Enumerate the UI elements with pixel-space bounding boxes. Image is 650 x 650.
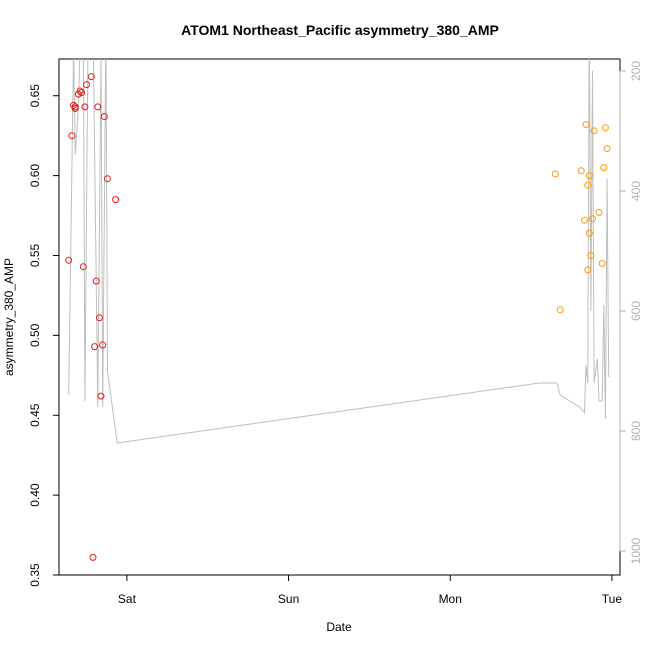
series-1-point — [87, 73, 95, 81]
x-tick-label: Sun — [278, 592, 299, 606]
y-tick-label: 0.45 — [28, 403, 42, 427]
series-1-point — [79, 263, 87, 271]
y2-tick-label: 600 — [629, 301, 643, 321]
series-2-point — [595, 208, 603, 216]
series-1-point — [83, 81, 90, 89]
series-1-point — [91, 343, 99, 351]
y-tick-label: 0.55 — [28, 243, 42, 267]
series-1-point — [68, 132, 76, 140]
series-1-point — [100, 113, 108, 120]
series-1-point — [65, 256, 73, 264]
series-1-point — [97, 392, 105, 400]
x-tick-label: Sat — [118, 592, 137, 606]
y-axis-label: asymmetry_380_AMP — [2, 258, 16, 376]
y2-axis: 200 400 600 800 1000 — [619, 61, 643, 564]
x-tick-label: Mon — [439, 592, 462, 606]
series-1-point — [78, 89, 86, 96]
series-2-point — [589, 215, 596, 223]
series-1-point — [71, 105, 79, 112]
series-2-point — [603, 145, 611, 152]
y-tick-label: 0.40 — [28, 483, 42, 507]
depth-line-layer — [68, 59, 610, 444]
series-2-point — [600, 164, 608, 172]
series-1-point — [92, 277, 100, 285]
series-1-point — [89, 553, 97, 561]
x-axis-label: Date — [326, 620, 352, 634]
series-2-point — [587, 252, 595, 259]
chart-title: ATOM1 Northeast_Pacific asymmetry_380_AM… — [181, 22, 499, 38]
y-tick-label: 0.60 — [28, 164, 42, 188]
series-1-point — [94, 103, 102, 111]
y-tick-label: 0.50 — [28, 323, 42, 347]
series-2-point — [580, 216, 588, 224]
series-1-point — [95, 314, 103, 322]
series-2-point — [582, 121, 590, 128]
points-layer — [65, 73, 611, 561]
series-2-point — [585, 172, 593, 180]
series-2-point — [598, 260, 606, 267]
series-1-point — [81, 103, 89, 111]
x-tick-label: Tue — [602, 592, 623, 606]
series-2-point — [584, 181, 592, 189]
series-2-point — [585, 229, 593, 237]
plot-frame — [58, 58, 621, 576]
series-2-point — [601, 124, 609, 132]
series-2-point — [590, 127, 598, 135]
series-2-point — [551, 170, 559, 178]
series-1-point — [76, 87, 84, 95]
series-2-point — [556, 306, 564, 314]
x-axis: Sat Sun Mon Tue — [118, 574, 623, 606]
series-1-point — [104, 175, 111, 183]
y2-tick-label: 800 — [629, 421, 643, 441]
y-tick-label: 0.65 — [28, 84, 42, 108]
series-1-point — [112, 196, 120, 204]
y2-tick-label: 400 — [629, 181, 643, 201]
y-axis: 0.35 0.40 0.45 0.50 0.55 0.60 0.65 — [28, 84, 60, 587]
series-2-point — [577, 167, 585, 175]
depth-line — [68, 59, 610, 444]
series-2-point — [584, 266, 592, 274]
series-1-point — [99, 341, 107, 349]
y-tick-label: 0.35 — [28, 563, 42, 587]
y2-tick-label: 200 — [629, 61, 643, 81]
y2-tick-label: 1000 — [629, 537, 643, 564]
